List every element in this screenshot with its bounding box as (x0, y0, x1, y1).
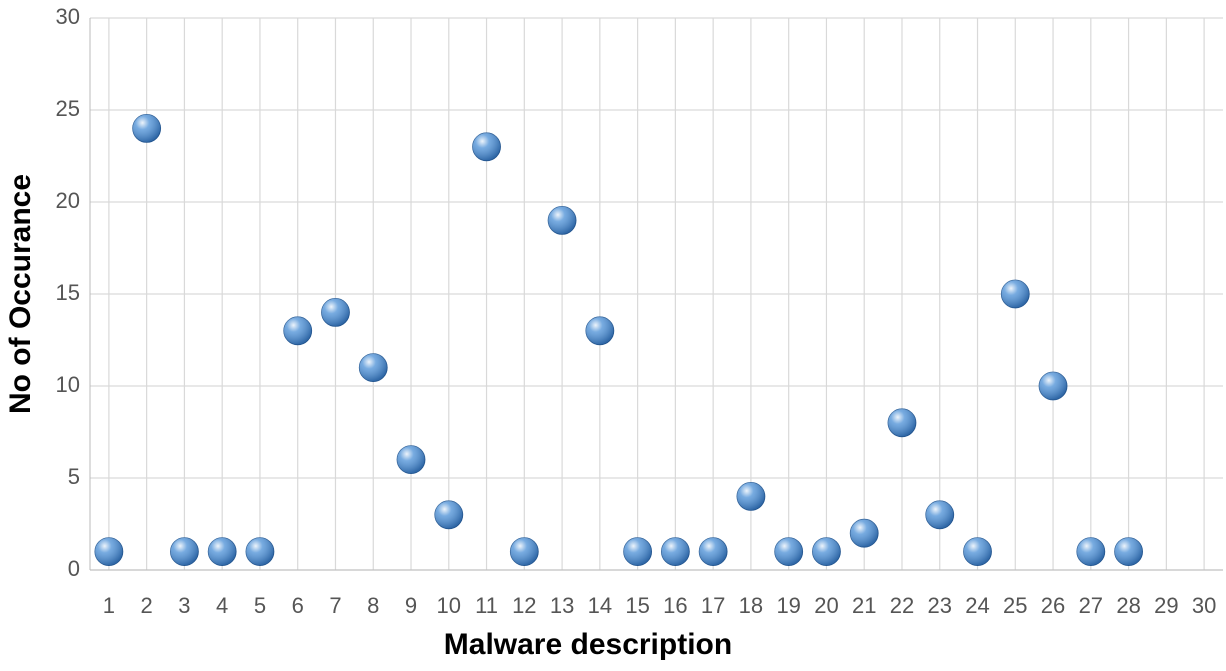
point (358, 353, 388, 383)
x-tick-label: 30 (1192, 593, 1216, 618)
x-tick-label: 24 (965, 593, 989, 618)
y-tick-label: 20 (56, 188, 80, 213)
x-tick-label: 7 (329, 593, 341, 618)
point (1076, 537, 1106, 566)
point (812, 537, 841, 566)
point (170, 537, 199, 566)
y-tick-label: 5 (68, 464, 80, 489)
x-tick-label: 20 (814, 593, 838, 618)
x-tick-label: 12 (512, 593, 536, 618)
x-tick-label: 15 (625, 593, 649, 618)
y-tick-label: 10 (56, 372, 80, 397)
point (94, 537, 124, 566)
point (472, 132, 501, 162)
y-tick-label: 25 (56, 96, 80, 121)
point (736, 481, 766, 511)
point (396, 445, 426, 475)
point (434, 500, 464, 530)
x-tick-label: 1 (103, 593, 115, 618)
y-axis-title: No of Occurance (4, 174, 37, 414)
y-tick-label: 0 (68, 556, 80, 581)
point (132, 113, 162, 143)
x-tick-label: 8 (367, 593, 379, 618)
point (283, 316, 313, 346)
point (623, 537, 653, 566)
point (849, 518, 879, 548)
y-tick-label: 15 (56, 280, 80, 305)
x-tick-label: 6 (292, 593, 304, 618)
point (245, 537, 275, 566)
point (547, 205, 577, 235)
x-tick-label: 21 (852, 593, 876, 618)
point (774, 537, 804, 566)
x-tick-label: 11 (475, 593, 498, 618)
point (509, 537, 539, 566)
x-tick-label: 10 (437, 593, 461, 618)
x-tick-label: 27 (1079, 593, 1103, 618)
point (887, 408, 917, 438)
point (321, 297, 350, 327)
x-tick-label: 29 (1154, 593, 1178, 618)
x-tick-label: 22 (890, 593, 914, 618)
x-tick-label: 26 (1041, 593, 1065, 618)
x-axis-title: Malware description (444, 628, 732, 661)
x-tick-label: 28 (1116, 593, 1140, 618)
point (660, 537, 690, 566)
x-tick-label: 13 (550, 593, 574, 618)
point (585, 316, 615, 346)
x-tick-label: 18 (739, 593, 763, 618)
x-tick-label: 4 (216, 593, 228, 618)
x-tick-label: 19 (776, 593, 800, 618)
point (925, 500, 955, 530)
x-tick-label: 17 (701, 593, 725, 618)
x-tick-label: 9 (405, 593, 417, 618)
x-tick-label: 2 (141, 593, 153, 618)
x-tick-label: 16 (663, 593, 687, 618)
point (963, 537, 992, 566)
x-tick-label: 3 (178, 593, 190, 618)
point (1000, 279, 1030, 309)
point (207, 537, 237, 566)
point (1038, 371, 1068, 401)
x-tick-label: 23 (928, 593, 952, 618)
x-tick-label: 5 (254, 593, 266, 618)
x-tick-label: 25 (1003, 593, 1027, 618)
point (698, 537, 728, 566)
point (1114, 537, 1143, 566)
y-tick-label: 30 (56, 4, 80, 29)
x-tick-label: 14 (588, 593, 612, 618)
